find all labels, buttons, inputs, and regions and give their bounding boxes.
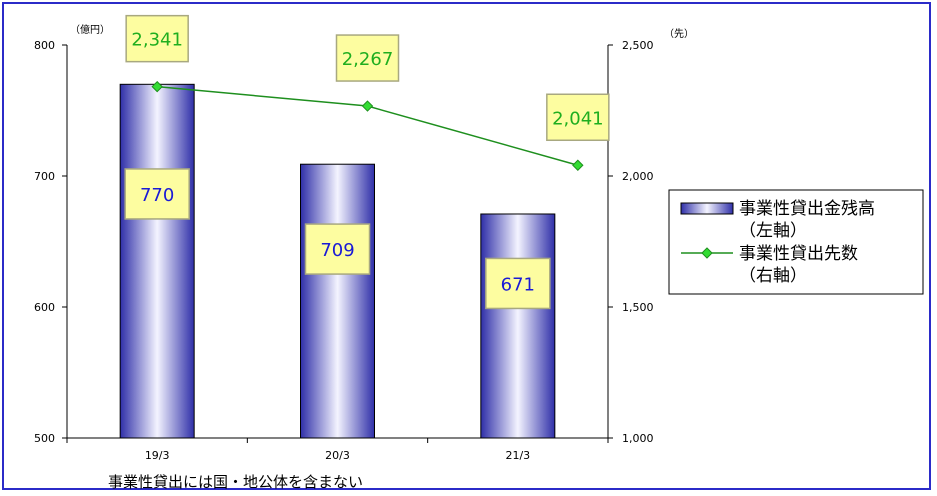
line-point-marker	[572, 159, 584, 171]
x-axis-tick-label: 19/3	[145, 449, 170, 462]
line-data-label-box	[546, 93, 610, 142]
bar-data-label: 770	[140, 185, 174, 206]
line-point-marker	[361, 100, 374, 112]
bar	[300, 163, 375, 439]
left-axis-tick-label: 800	[34, 39, 55, 52]
left-axis-tick-label: 600	[34, 301, 55, 314]
right-axis-tick-label: 2,500	[622, 39, 654, 52]
legend: 事業性貸出金残高（左軸） 事業性貸出先数（右軸）	[668, 189, 924, 295]
line-data-label: 2,267	[342, 49, 394, 70]
left-axis-tick-label: 700	[34, 170, 55, 183]
right-axis-tick-label: 1,500	[622, 301, 654, 314]
footnote: 事業性貸出には国・地公体を含まない	[108, 473, 363, 491]
bar-data-label-box	[304, 223, 371, 275]
bar-data-label: 671	[501, 274, 535, 295]
legend-line-marker	[701, 247, 713, 259]
legend-entry-line-label: 事業性貸出先数	[739, 244, 858, 264]
line-data-label-box	[125, 14, 189, 63]
bar	[119, 83, 195, 439]
bars-layer	[119, 83, 556, 439]
line-data-label: 2,341	[131, 30, 183, 51]
bar-data-label: 709	[320, 240, 354, 261]
line-data-label: 2,041	[552, 108, 604, 129]
x-axis-tick-label: 20/3	[325, 449, 350, 462]
legend-entry-bar-label: 事業性貸出金残高	[739, 199, 875, 219]
bar	[480, 213, 556, 439]
right-axis-tick-label: 1,000	[622, 432, 654, 445]
line-point-marker	[151, 80, 163, 93]
data-labels-layer: 770 709 671 2,341 2,267 2,041	[124, 14, 610, 310]
line-series-path	[157, 85, 579, 166]
right-axis-tick-label: 2,000	[622, 170, 654, 183]
legend-entry-line-sublabel: （右軸）	[739, 266, 807, 286]
axes-layer: 500 600 700 800 1,000 1,500 2,000 2,500 19/3 20/3…	[34, 23, 694, 462]
bar-data-label-box	[485, 257, 551, 310]
line-data-label-box	[335, 34, 400, 82]
legend-entry-bar-sublabel: （左軸）	[739, 221, 807, 241]
legend-bar-swatch	[680, 202, 734, 215]
bar-data-label-box	[124, 168, 190, 220]
left-axis-unit: （億円）	[70, 23, 110, 36]
line-layer	[151, 80, 584, 171]
left-axis-tick-label: 500	[34, 432, 55, 445]
right-axis-unit: （先）	[664, 28, 694, 40]
x-axis-tick-label: 21/3	[505, 449, 530, 462]
